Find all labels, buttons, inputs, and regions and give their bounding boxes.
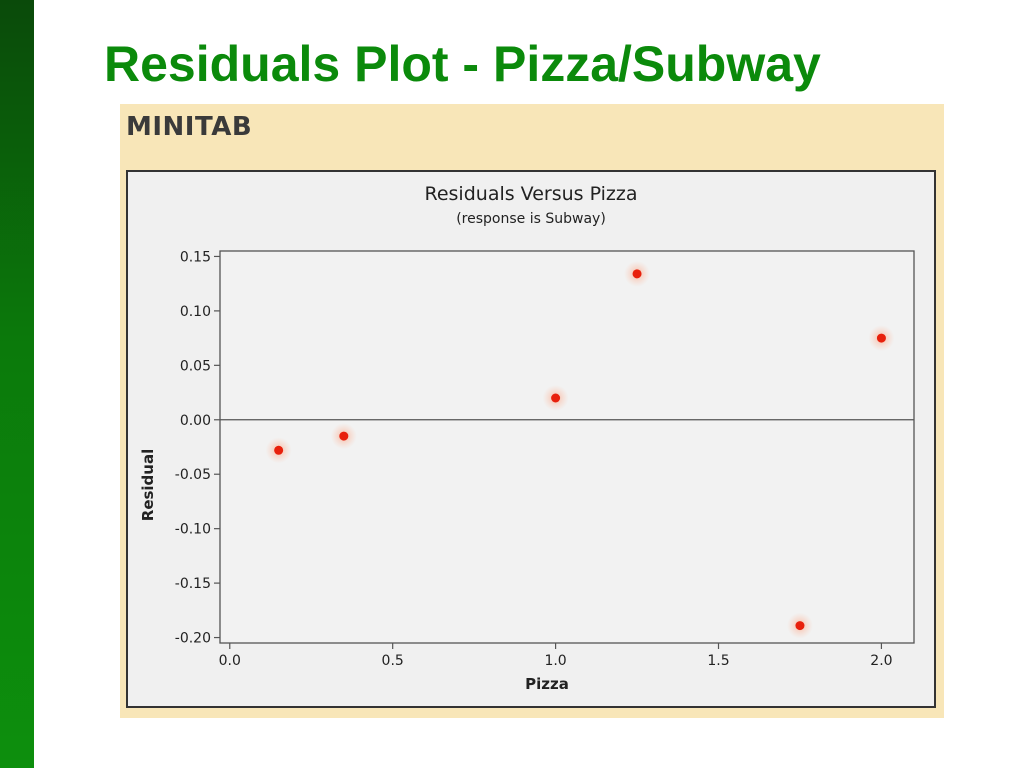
data-point [274,445,284,455]
data-point [551,393,561,403]
y-tick-label: -0.15 [175,576,211,592]
slide-title: Residuals Plot - Pizza/Subway [104,36,821,92]
residuals-scatter-plot: 0.15 0.10 0.05 0.00 -0.05 -0.10 -0.15 -0.20 0.0 0… [139,249,915,693]
x-axis-title: Pizza [525,675,569,693]
data-point [795,621,805,631]
y-tick-label: -0.05 [175,467,211,483]
data-point [632,269,642,279]
x-tick-label: 2.0 [870,653,892,669]
plot-area-box [219,250,915,644]
y-tick-label: -0.20 [175,631,211,647]
x-tick-label: 0.5 [382,653,404,669]
y-tick-label: 0.05 [180,358,211,374]
x-tick-label: 0.0 [219,653,241,669]
y-tick-label: 0.10 [180,304,211,320]
x-tick-label: 1.5 [707,653,729,669]
data-point [339,431,349,441]
minitab-brand: MINITAB [126,112,253,142]
y-tick-label: 0.15 [180,249,211,265]
plot-frame: Residuals Versus Pizza (response is Subw… [126,170,936,708]
data-point [876,333,886,343]
y-tick-label: -0.10 [175,522,211,538]
side-accent-bar [0,0,34,768]
y-axis-title: Residual [139,449,157,521]
x-tick-label: 1.0 [544,653,566,669]
chart-title: Residuals Versus Pizza [424,183,638,205]
minitab-panel: MINITAB Residuals Versus Pizza (response… [120,104,944,718]
y-tick-label: 0.00 [180,413,211,429]
chart-subtitle: (response is Subway) [456,211,606,227]
